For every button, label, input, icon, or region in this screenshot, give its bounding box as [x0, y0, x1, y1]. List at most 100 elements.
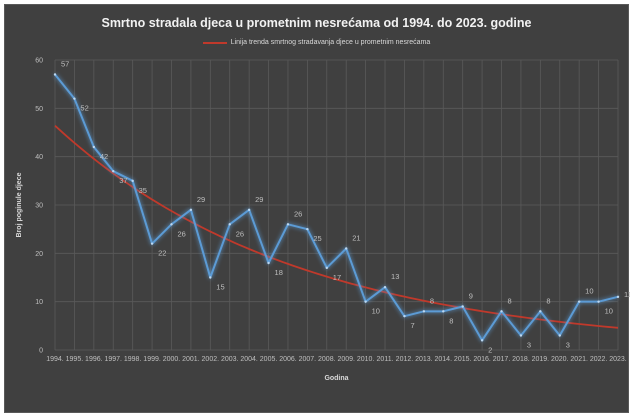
- x-tick-label: 2009.: [337, 356, 355, 363]
- x-tick-label: 2006.: [279, 356, 297, 363]
- x-tick-label: 2017.: [493, 356, 511, 363]
- data-label: 21: [352, 234, 360, 243]
- data-label: 15: [216, 283, 224, 292]
- data-point: [345, 247, 348, 250]
- y-tick-label: 60: [35, 58, 43, 65]
- x-tick-label: 1999.: [143, 356, 161, 363]
- data-label: 10: [372, 307, 380, 316]
- y-tick-label: 20: [35, 251, 43, 258]
- legend-trend-swatch: [202, 41, 227, 44]
- data-label: 17: [333, 273, 341, 282]
- x-tick-label: 2019.: [532, 356, 550, 363]
- x-tick-label: 2000.: [163, 356, 181, 363]
- x-tick-label: 2021.: [570, 356, 588, 363]
- data-point: [286, 223, 290, 226]
- data-point: [228, 223, 231, 226]
- data-line: [54, 73, 619, 342]
- x-tick-label: 2016.: [473, 356, 491, 363]
- data-point: [306, 227, 309, 231]
- data-point: [597, 300, 600, 303]
- data-point: [247, 208, 251, 212]
- x-tick-label: 2013.: [415, 356, 433, 363]
- x-tick-label: 1994.: [46, 356, 64, 363]
- data-label: 18: [275, 268, 283, 277]
- data-point: [267, 261, 270, 265]
- data-label: 57: [61, 60, 69, 69]
- data-point: [616, 295, 620, 299]
- y-tick-label: 10: [35, 299, 43, 306]
- x-tick-label: 2010.: [357, 356, 375, 363]
- data-label: 2: [488, 345, 492, 354]
- data-label: 8: [449, 316, 453, 325]
- x-tick-label: 2003.: [221, 356, 239, 363]
- y-tick-label: 0: [39, 348, 43, 355]
- data-label: 3: [527, 341, 531, 350]
- x-tick-label: 2022.: [590, 356, 608, 363]
- data-label: 26: [236, 229, 244, 238]
- data-point: [383, 285, 387, 289]
- data-point: [480, 339, 484, 342]
- data-point: [131, 179, 134, 183]
- x-tick-label: 2011.: [377, 356, 394, 363]
- data-point: [364, 300, 367, 303]
- data-point: [92, 145, 96, 149]
- y-axis-title: Broj poginule djece: [16, 172, 23, 237]
- data-label: 52: [80, 104, 88, 113]
- data-point: [558, 334, 561, 337]
- y-tick-label: 40: [35, 154, 43, 161]
- x-tick-label: 1995.: [66, 356, 84, 363]
- x-tick-label: 2007.: [299, 356, 317, 363]
- data-label: 11: [624, 290, 630, 299]
- data-point: [422, 310, 426, 313]
- x-tick-label: 2002.: [202, 356, 220, 363]
- data-point: [577, 300, 581, 303]
- data-label: 29: [197, 195, 205, 204]
- data-point: [209, 276, 212, 279]
- legend-trend-label: Linija trenda smrtnog stradavanja djece …: [230, 39, 431, 46]
- data-point: [539, 310, 542, 313]
- data-point: [519, 334, 523, 337]
- data-label: 8: [430, 296, 434, 305]
- x-tick-label: 2001.: [182, 356, 200, 363]
- data-point: [461, 305, 464, 308]
- y-tick-label: 30: [35, 203, 43, 210]
- x-tick-label: 1998.: [124, 356, 142, 363]
- data-label: 37: [119, 176, 127, 185]
- chart-legend: Linija trenda smrtnog stradavanja djece …: [5, 39, 628, 46]
- data-point: [325, 266, 328, 270]
- x-tick-label: 2018.: [512, 356, 530, 363]
- chart-title: Smrtno stradala djeca u prometnim nesreć…: [101, 16, 532, 30]
- x-tick-label: 2023.: [609, 356, 627, 363]
- x-tick-label: 1996.: [85, 356, 103, 363]
- x-tick-label: 2015.: [454, 356, 472, 363]
- trend-line: [54, 125, 619, 329]
- data-label: 25: [313, 234, 321, 243]
- data-point: [189, 208, 193, 212]
- x-tick-label: 2005.: [260, 356, 278, 363]
- x-tick-label: 1997.: [104, 356, 122, 363]
- x-tick-label: 2012.: [396, 356, 414, 363]
- data-label: 8: [546, 296, 550, 305]
- data-label: 7: [410, 321, 414, 330]
- data-label: 26: [294, 209, 302, 218]
- data-label: 3: [566, 341, 570, 350]
- data-label: 8: [508, 296, 512, 305]
- x-tick-label: 2008.: [318, 356, 336, 363]
- x-tick-label: 2020.: [551, 356, 569, 363]
- data-label: 10: [605, 307, 613, 316]
- data-point: [170, 223, 173, 226]
- data-label: 26: [177, 229, 185, 238]
- data-point: [442, 310, 445, 313]
- data-point: [500, 310, 503, 313]
- data-label: 42: [100, 152, 108, 161]
- data-label: 22: [158, 249, 166, 258]
- data-label: 10: [585, 287, 593, 296]
- data-point: [403, 314, 406, 318]
- line-chart: 5752423735222629152629182625172110137889…: [16, 58, 630, 383]
- data-point: [53, 73, 57, 76]
- data-label: 9: [469, 292, 473, 301]
- chart-frame: Smrtno stradala djeca u prometnim nesreć…: [4, 4, 630, 413]
- y-tick-label: 50: [35, 106, 43, 113]
- x-axis-title: Godina: [324, 375, 348, 382]
- data-label: 29: [255, 195, 263, 204]
